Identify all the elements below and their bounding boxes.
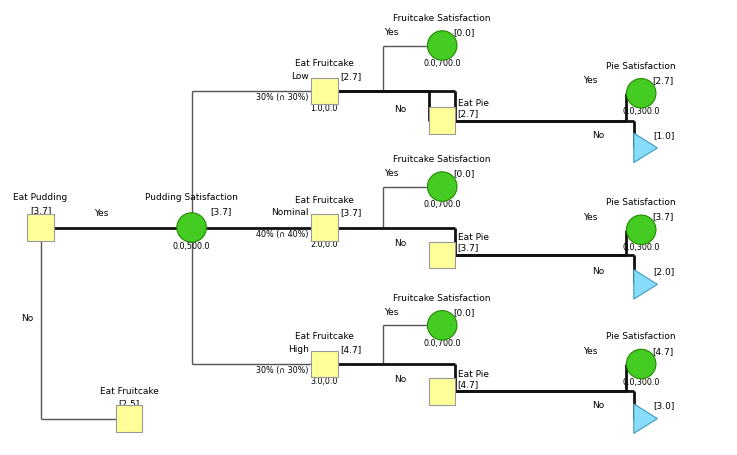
FancyBboxPatch shape [311, 214, 338, 241]
Text: [3.7]: [3.7] [29, 206, 52, 215]
Text: [2.7]: [2.7] [340, 72, 362, 81]
Polygon shape [634, 133, 657, 162]
Ellipse shape [177, 213, 206, 242]
Text: [4.7]: [4.7] [340, 345, 362, 354]
Text: [3.0]: [3.0] [653, 401, 674, 410]
Ellipse shape [626, 79, 656, 108]
Polygon shape [634, 270, 657, 299]
Text: No: No [394, 239, 407, 248]
Text: 2.0,0.0: 2.0,0.0 [310, 240, 338, 249]
Text: Yes: Yes [383, 28, 398, 37]
Ellipse shape [626, 215, 656, 244]
Polygon shape [634, 404, 657, 433]
Text: Pie Satisfaction: Pie Satisfaction [607, 332, 676, 341]
FancyBboxPatch shape [311, 78, 338, 104]
Text: 1.0,0.0: 1.0,0.0 [310, 104, 338, 113]
Text: No: No [592, 401, 604, 410]
Text: [2.7]: [2.7] [458, 109, 479, 118]
Text: Low: Low [291, 72, 309, 81]
Text: [0.0]: [0.0] [453, 308, 475, 317]
Text: Yes: Yes [582, 212, 597, 222]
Text: 0.0,300.0: 0.0,300.0 [623, 378, 660, 387]
Text: No: No [592, 131, 604, 140]
Text: Pie Satisfaction: Pie Satisfaction [607, 61, 676, 71]
Ellipse shape [427, 31, 457, 60]
Text: Pudding Satisfaction: Pudding Satisfaction [145, 193, 238, 202]
Text: [2.7]: [2.7] [652, 76, 674, 85]
Text: Yes: Yes [383, 169, 398, 178]
Text: 3.0,0.0: 3.0,0.0 [310, 377, 338, 386]
Text: No: No [394, 105, 407, 114]
Text: Yes: Yes [582, 76, 597, 85]
Text: Fruitcake Satisfaction: Fruitcake Satisfaction [394, 155, 491, 164]
Ellipse shape [626, 349, 656, 379]
Text: [3.7]: [3.7] [340, 208, 362, 217]
Text: Yes: Yes [582, 347, 597, 356]
Text: Eat Pie: Eat Pie [458, 233, 489, 242]
Text: Eat Fruitcake: Eat Fruitcake [295, 332, 354, 341]
Text: High: High [288, 345, 309, 354]
Text: Eat Fruitcake: Eat Fruitcake [295, 196, 354, 205]
Text: 0.0,700.0: 0.0,700.0 [424, 59, 461, 68]
Text: Eat Pudding: Eat Pudding [13, 193, 68, 202]
Text: No: No [394, 375, 407, 384]
Text: Yes: Yes [383, 308, 398, 317]
Text: Yes: Yes [94, 209, 108, 218]
Text: Pie Satisfaction: Pie Satisfaction [607, 198, 676, 207]
Text: [2.5]: [2.5] [119, 399, 139, 408]
Text: [3.7]: [3.7] [458, 243, 479, 253]
Text: [0.0]: [0.0] [453, 28, 475, 37]
Text: 30% (∩ 30%): 30% (∩ 30%) [256, 93, 309, 102]
Text: Eat Pie: Eat Pie [458, 99, 489, 108]
Text: 0.0,700.0: 0.0,700.0 [424, 339, 461, 348]
FancyBboxPatch shape [311, 351, 338, 377]
Text: [0.0]: [0.0] [453, 169, 475, 178]
FancyBboxPatch shape [27, 214, 54, 241]
Text: 0.0,500.0: 0.0,500.0 [173, 242, 210, 251]
Text: Eat Pie: Eat Pie [458, 369, 489, 379]
Text: Eat Fruitcake: Eat Fruitcake [99, 387, 158, 396]
Ellipse shape [427, 172, 457, 201]
Ellipse shape [427, 311, 457, 340]
Text: No: No [21, 314, 33, 323]
Text: 0.0,700.0: 0.0,700.0 [424, 200, 461, 209]
Text: 40% (∩ 40%): 40% (∩ 40%) [256, 230, 309, 239]
Text: No: No [592, 267, 604, 276]
Text: [3.7]: [3.7] [210, 207, 231, 217]
FancyBboxPatch shape [429, 242, 455, 268]
FancyBboxPatch shape [429, 107, 455, 134]
Text: Fruitcake Satisfaction: Fruitcake Satisfaction [394, 14, 491, 23]
Text: [3.7]: [3.7] [652, 212, 674, 222]
Text: [4.7]: [4.7] [458, 380, 479, 389]
Text: [4.7]: [4.7] [652, 347, 674, 356]
FancyBboxPatch shape [116, 405, 142, 432]
Text: [1.0]: [1.0] [653, 131, 674, 140]
Text: [2.0]: [2.0] [653, 267, 674, 276]
Text: 30% (∩ 30%): 30% (∩ 30%) [256, 366, 309, 375]
FancyBboxPatch shape [429, 378, 455, 404]
Text: 0.0,300.0: 0.0,300.0 [623, 107, 660, 116]
Text: Fruitcake Satisfaction: Fruitcake Satisfaction [394, 293, 491, 303]
Text: Eat Fruitcake: Eat Fruitcake [295, 59, 354, 68]
Text: 0.0,300.0: 0.0,300.0 [623, 243, 660, 253]
Text: Nominal: Nominal [271, 208, 309, 217]
